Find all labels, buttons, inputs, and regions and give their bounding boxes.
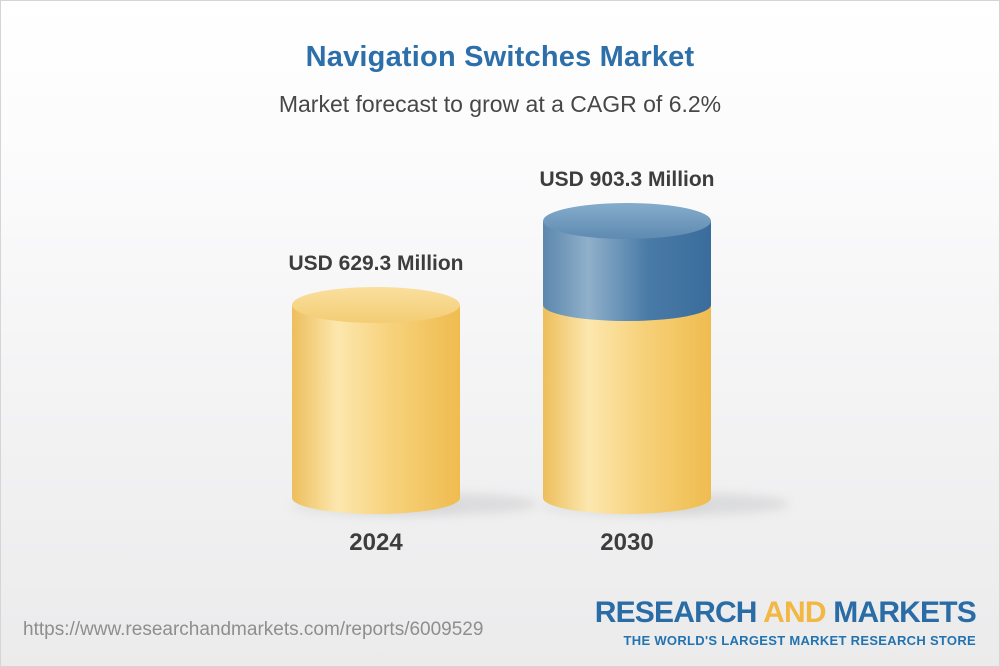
page-title: Navigation Switches Market [305,41,695,73]
chart-header: Navigation Switches Market Market foreca… [1,1,999,118]
value-label-2024: USD 629.3 Million [288,252,464,276]
bar-2024-top-face [292,287,460,324]
bar-2030-growth-segment [543,221,711,322]
bar-2030-base-segment [543,305,711,514]
chart-subtitle: Market forecast to grow at a CAGR of 6.2… [278,91,722,117]
footer: https://www.researchandmarkets.com/repor… [1,596,999,666]
logo-wordmark: RESEARCH AND MARKETS [594,596,977,630]
logo-word-markets: MARKETS [833,596,977,629]
logo-word-research: RESEARCH [594,596,758,629]
logo-tagline: THE WORLD'S LARGEST MARKET RESEARCH STOR… [623,633,976,648]
category-label-2024: 2024 [349,529,403,556]
research-and-markets-logo: RESEARCH AND MARKETS THE WORLD'S LARGEST… [594,596,977,648]
category-label-2030: 2030 [600,529,654,556]
report-url: https://www.researchandmarkets.com/repor… [23,619,484,640]
bar-2030-top-face [543,203,711,239]
logo-word-and: AND [763,596,826,629]
value-label-2030: USD 903.3 Million [539,168,715,191]
bar-2024-base-segment [292,305,460,514]
